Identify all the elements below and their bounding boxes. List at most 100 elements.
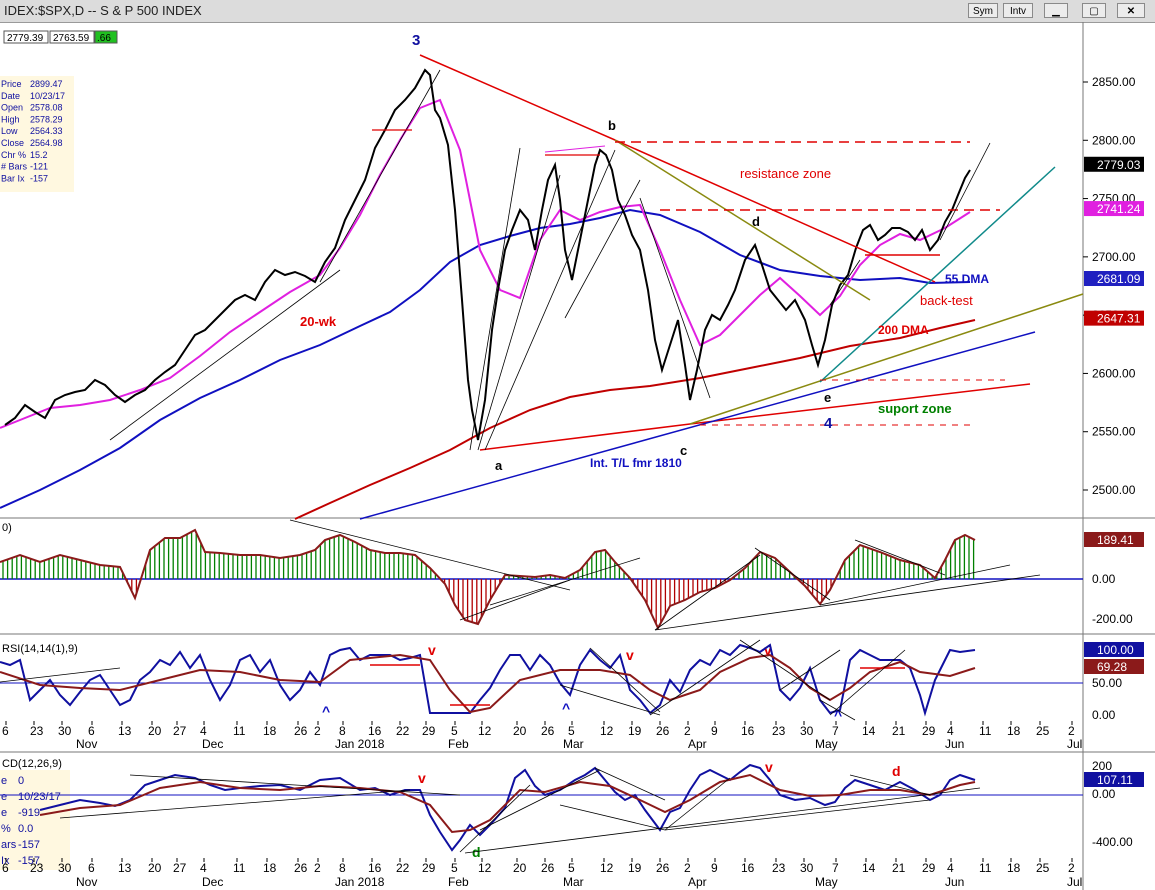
price-tick-label: 2850.00 [1092, 75, 1136, 89]
data-window-value: 15.2 [30, 150, 48, 160]
data-window-key: Date [1, 91, 20, 101]
date-tick-label: 23 [30, 724, 44, 738]
chart-annotation: c [680, 443, 687, 458]
maximize-button[interactable]: ▢ [1082, 3, 1106, 18]
minimize-button[interactable]: ▁ [1044, 3, 1068, 18]
chart-annotation: 200 DMA [878, 323, 929, 337]
month-label: Jun [945, 737, 964, 751]
date-tick-label: 6 [2, 861, 9, 875]
price-tick-label: 2500.00 [1092, 483, 1136, 497]
date-tick-label: 2 [314, 861, 321, 875]
rsi-line [0, 643, 976, 717]
month-label: Apr [688, 737, 707, 751]
quote-box-2: 2763.59 [53, 33, 90, 44]
indicator-mark: ^ [562, 700, 570, 716]
rsi-signal-tag-value: 69.28 [1097, 660, 1127, 674]
data-window-value: 2578.29 [30, 114, 63, 124]
macd-hist-trendlines [289, 519, 1041, 631]
macd-data-window-key: % [1, 823, 11, 835]
annotations: 3 b resistance zone d 55 DMA back-test 200 DMA… [300, 32, 989, 860]
date-tick-label: 2 [1068, 861, 1075, 875]
date-tick-label: 12 [478, 861, 492, 875]
price-tag-value: 2779.03 [1097, 158, 1141, 172]
date-tick-label: 14 [862, 861, 876, 875]
month-label: Nov [76, 875, 97, 889]
data-window-value: 2564.98 [30, 138, 63, 148]
date-tick-label: 18 [1007, 861, 1021, 875]
month-label: Feb [448, 737, 469, 751]
date-tick-label: 8 [339, 861, 346, 875]
data-window-key: Chr % [1, 150, 26, 160]
date-tick-label: 23 [772, 861, 786, 875]
data-window-value: 2578.08 [30, 103, 63, 113]
date-tick-label: 30 [800, 861, 814, 875]
quote-box-1: 2779.39 [7, 33, 44, 44]
month-label: Dec [202, 737, 223, 751]
chart-annotation: suport zone [878, 401, 952, 416]
macd-data-window-value: 0.0 [18, 823, 33, 835]
macd-hist-tick-label: 0.00 [1092, 572, 1116, 586]
data-window-value: 2564.33 [30, 126, 63, 136]
chart-area: 2779.39 2763.59 .66 Price 2899.47 Date 10/2… [0, 22, 1155, 890]
macd-hist-tick-label: -200.00 [1092, 612, 1133, 626]
data-window-key: High [1, 114, 20, 124]
indicator-mark: ^ [834, 707, 842, 723]
symbol-button[interactable]: Sym [968, 3, 998, 18]
date-tick-label: 20 [148, 724, 162, 738]
month-label: Jul [1067, 875, 1082, 889]
interval-button[interactable]: Intv [1003, 3, 1033, 18]
chart-annotation: b [608, 118, 616, 133]
price-tag-box [1084, 271, 1144, 287]
macd-tag-value: 107.11 [1097, 773, 1133, 787]
macd-data-window-value: 10/23/17 [18, 791, 61, 803]
price-path [4, 68, 971, 441]
chart-annotation: 55 DMA [945, 272, 989, 286]
data-window-key: Price [1, 79, 22, 89]
date-tick-label: 29 [922, 724, 936, 738]
date-tick-label: 5 [568, 861, 575, 875]
data-window-key: Bar Ix [1, 173, 25, 183]
date-tick-label: 16 [368, 861, 382, 875]
chart-annotation: resistance zone [740, 166, 831, 181]
price-tick-label: 2550.00 [1092, 425, 1136, 439]
rsi-tag-value: 100.00 [1097, 643, 1134, 657]
price-bars [4, 68, 971, 441]
date-tick-label: 29 [422, 861, 436, 875]
macd-data-window-value: 0 [18, 775, 24, 787]
macd-label: CD(12,26,9) [2, 758, 62, 770]
window-title: IDEX:$SPX,D -- S & P 500 INDEX [4, 3, 202, 18]
date-tick-label: 2 [684, 861, 691, 875]
data-window-key: Open [1, 103, 23, 113]
date-tick-label: 18 [263, 861, 277, 875]
date-tick-label: 8 [339, 724, 346, 738]
date-axis-rows-bottom: 6 23 30 6 13 20 27 4 11 18 26 2 8 16 22 29 5 12 20 26 5 12 19 2… [2, 858, 1082, 889]
date-tick-label: 21 [892, 724, 906, 738]
date-tick-label: 9 [711, 861, 718, 875]
chart-annotation: back-test [920, 293, 973, 308]
date-tick-label: 26 [656, 861, 670, 875]
date-tick-label: 16 [741, 724, 755, 738]
close-icon[interactable]: ✕ [1117, 3, 1145, 18]
date-tick-label: 13 [118, 724, 132, 738]
indicator-mark: v [764, 642, 772, 658]
indicator-mark: d [892, 763, 901, 779]
date-tick-label: 25 [1036, 861, 1050, 875]
data-window-value: -157 [30, 173, 48, 183]
quote-box-3: .66 [97, 33, 111, 44]
month-label: Jan 2018 [335, 737, 385, 751]
date-tick-label: 6 [88, 861, 95, 875]
date-tick-label: 5 [568, 724, 575, 738]
rsi-overlays [0, 639, 906, 721]
price-tag-box [1084, 310, 1144, 326]
date-tick-label: 14 [862, 724, 876, 738]
macd-tick-label: 0.00 [1092, 787, 1116, 801]
date-tick-label: 4 [947, 861, 954, 875]
data-window-value: 2899.47 [30, 79, 63, 89]
date-tick-label: 18 [263, 724, 277, 738]
indicator-mark: v [765, 759, 773, 775]
month-label: Jan 2018 [335, 875, 385, 889]
date-tick-label: 26 [656, 724, 670, 738]
macd-hist-tag-box [1084, 532, 1144, 547]
indicator-mark: v [626, 647, 634, 663]
rsi-signal-line [0, 653, 976, 714]
